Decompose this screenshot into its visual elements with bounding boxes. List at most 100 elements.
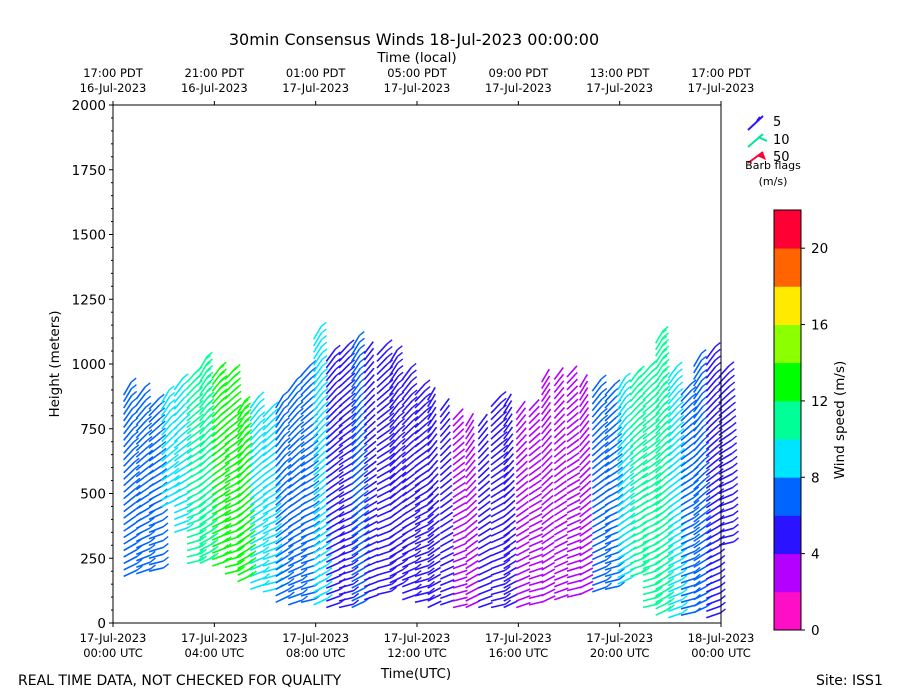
wind-barb (579, 486, 592, 499)
wind-barb (351, 547, 365, 557)
wind-barb (516, 588, 531, 596)
barb-feather (323, 440, 330, 446)
wind-barb (173, 478, 188, 488)
wind-barb (313, 431, 325, 444)
barb-feather (640, 548, 647, 554)
wind-barb (351, 540, 365, 550)
barb-feather (172, 439, 179, 446)
wind-barb (351, 460, 364, 473)
wind-barb (705, 518, 720, 528)
wind-barb (338, 589, 354, 596)
barb-feather (616, 453, 623, 459)
barb-feather (232, 386, 239, 392)
wind-barb (541, 494, 554, 506)
barb-feather (361, 416, 368, 423)
barb-feather (200, 528, 207, 534)
wind-barb (414, 470, 428, 480)
barb-feather (247, 552, 254, 558)
barb-feather (222, 517, 229, 523)
wind-barb (503, 553, 517, 563)
barb-feather (322, 374, 329, 380)
barb-feather (694, 526, 701, 532)
wind-barb (503, 439, 514, 453)
wind-barb (401, 480, 415, 491)
barb-feather (243, 418, 250, 424)
barb-feather (628, 492, 635, 498)
wind-barb (452, 428, 465, 440)
wind-barb (376, 383, 389, 395)
wind-barb (148, 560, 164, 566)
wind-barb (338, 596, 354, 602)
barb-feather (703, 455, 710, 461)
barb-feather (207, 440, 214, 446)
wind-barb (465, 486, 477, 498)
wind-barb (135, 520, 150, 530)
wind-barb (439, 451, 452, 463)
wind-barb (389, 442, 401, 454)
wind-barb (414, 523, 429, 532)
wind-barb (313, 345, 323, 360)
barb-feather (602, 421, 609, 427)
wind-barb (705, 425, 718, 438)
wind-barb (705, 498, 720, 509)
barb-feather (605, 555, 612, 561)
wind-barb (680, 490, 695, 500)
barb-feather (284, 430, 291, 436)
barb-feather (312, 433, 319, 439)
wind-barb (465, 600, 480, 609)
wind-barb (338, 482, 353, 492)
wind-barb (591, 518, 606, 528)
wind-barb (604, 551, 620, 558)
wind-barb (490, 461, 504, 473)
y-axis-label: Height (meters) (47, 310, 63, 417)
barb-feather (159, 420, 166, 426)
barb-feather (233, 399, 240, 405)
barb-feather (301, 555, 308, 561)
wind-barb (515, 561, 531, 570)
wind-barb (414, 530, 430, 539)
wind-barb (123, 428, 134, 441)
wind-barb (414, 564, 430, 571)
wind-barb (553, 420, 566, 432)
wind-barb (490, 596, 506, 602)
wind-barb (515, 568, 531, 576)
wind-barb (706, 598, 721, 606)
wind-barb (604, 463, 618, 474)
barb-feather (222, 510, 229, 516)
wind-barb (363, 420, 376, 432)
wind-barb (135, 547, 151, 556)
wind-barb (541, 382, 551, 396)
wind-barb (465, 539, 479, 550)
barb-feather (691, 399, 698, 405)
wind-barb (591, 418, 604, 431)
wind-barb (668, 605, 683, 613)
wind-barb (541, 401, 552, 415)
barb-feather (326, 593, 333, 600)
barb-feather (338, 504, 345, 510)
wind-barb (338, 556, 354, 563)
wind-barb (123, 461, 135, 474)
wind-barb (376, 536, 392, 544)
barb-feather (637, 408, 644, 414)
wind-barb (275, 407, 285, 422)
barb-feather (235, 499, 241, 505)
wind-barb (541, 375, 551, 390)
wind-barb (439, 498, 453, 509)
wind-barb (680, 604, 696, 610)
wind-barb (300, 490, 315, 500)
wind-barb (376, 369, 389, 382)
barb-feather (600, 381, 607, 387)
wind-barb (667, 491, 681, 502)
wind-barb (389, 355, 399, 370)
barb-feather (298, 447, 305, 453)
barb-column (503, 393, 518, 609)
wind-barb (161, 499, 176, 508)
barb-feather (233, 413, 240, 419)
colorbar-segment (774, 591, 801, 631)
barb-feather (361, 423, 368, 429)
wind-barb (693, 445, 705, 458)
wind-barb (439, 464, 452, 476)
wind-barb (490, 562, 506, 570)
barb-feather (693, 506, 700, 512)
barb-feather (206, 351, 213, 357)
